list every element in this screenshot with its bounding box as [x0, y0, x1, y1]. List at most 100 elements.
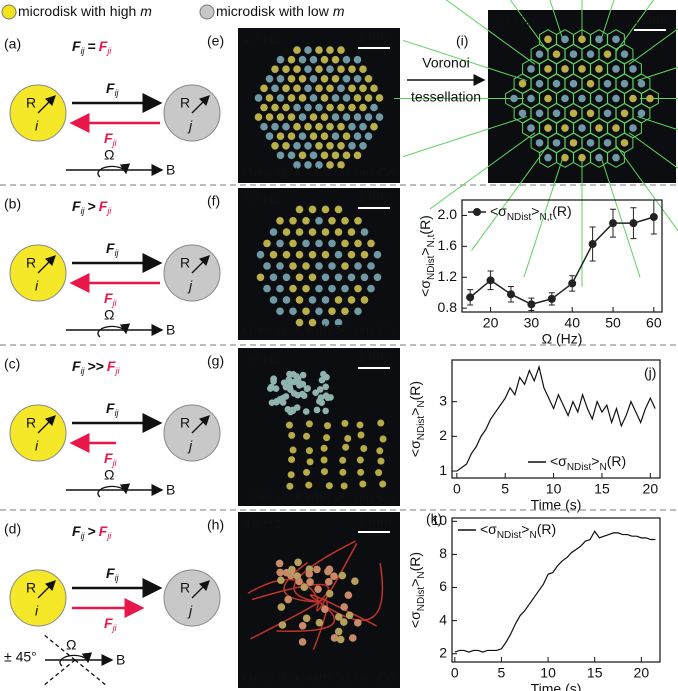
- microdisk-dot: [289, 285, 297, 293]
- microdisk-dot: [299, 56, 307, 64]
- microdisk-dot: [367, 262, 375, 270]
- label-part: >: [591, 453, 599, 469]
- panel-label: (f): [207, 193, 220, 209]
- microdisk-dot: [348, 251, 356, 259]
- microdisk-dot: [277, 576, 285, 584]
- microdisk-dot: [359, 104, 367, 112]
- label-part: NDist: [497, 530, 522, 541]
- microdisk-dot: [260, 104, 268, 112]
- force-label: Fij: [106, 565, 120, 584]
- microdisk-dot: [282, 142, 290, 150]
- label-part: NDist: [416, 416, 427, 441]
- force-label: Fji: [104, 450, 118, 469]
- microdisk-dot: [527, 65, 535, 73]
- microdisk-dot: [553, 139, 561, 147]
- microdisk-dot: [263, 262, 271, 270]
- microdisk-dot: [289, 240, 297, 248]
- microdisk-dot: [302, 240, 310, 248]
- microdisk-dot: [335, 613, 343, 621]
- microdisk-dot: [578, 95, 586, 103]
- microdisk-dot: [612, 124, 620, 132]
- microdisk-dot: [595, 124, 603, 132]
- microdisk-dot: [277, 152, 285, 160]
- microdisk-dot: [322, 408, 329, 415]
- microdisk-dot: [296, 274, 304, 282]
- microdisk-dot: [332, 132, 340, 140]
- scale-label: 1 mm: [633, 11, 668, 27]
- scale-label: 1 mm: [357, 513, 392, 529]
- microdisk-dot: [304, 65, 312, 73]
- label-part: N: [416, 400, 427, 407]
- microdisk-dot: [367, 285, 375, 293]
- force-label: Fji: [104, 130, 118, 149]
- force-subscript: ji: [114, 366, 120, 376]
- microdisk-dot: [309, 251, 317, 259]
- microdisk-dot: [288, 471, 295, 478]
- angle-label: ± 45°: [4, 649, 37, 665]
- x-tick-label: 5: [501, 481, 509, 497]
- microdisk-dot: [315, 240, 323, 248]
- microdisk-dot: [282, 85, 290, 93]
- microdisk-dot: [595, 36, 603, 44]
- microdisk-dot: [260, 123, 268, 131]
- legend-label: <σNDist>N(R): [550, 453, 626, 473]
- microdisk-dot: [544, 65, 552, 73]
- microdisk-dot: [354, 152, 362, 160]
- microdisk-dot: [304, 46, 312, 54]
- microdisk-dot: [321, 75, 329, 83]
- y-tick-label: 3: [439, 392, 447, 408]
- microdisk-dot: [322, 296, 330, 304]
- microdisk-dot: [303, 408, 310, 415]
- label-part: (R): [552, 203, 571, 219]
- microdisk-dot: [288, 152, 296, 160]
- microdisk-dot: [315, 217, 323, 225]
- arrow-label: Voronoi: [422, 55, 469, 71]
- microdisk-dot: [354, 285, 362, 293]
- frequency-label: 20 Hz: [494, 13, 531, 29]
- rotation: [98, 486, 126, 497]
- microdisk-dot: [360, 445, 367, 452]
- microdisk-dot: [359, 85, 367, 93]
- microdisk-dot: [276, 240, 284, 248]
- microdisk-dot: [330, 572, 338, 580]
- microdisk-dot: [348, 123, 356, 131]
- microdisk-dot: [326, 123, 334, 131]
- microdisk-dot: [324, 568, 332, 576]
- microdisk-dot: [306, 578, 314, 586]
- microdisk-dot: [354, 75, 362, 83]
- microdisk-dot: [315, 123, 323, 131]
- microdisk-dot: [293, 85, 301, 93]
- microdisk-dot: [309, 206, 317, 214]
- microdisk-dot: [519, 109, 527, 117]
- figure: microdisk with highmmicrodisk with lowm(…: [0, 0, 678, 691]
- microdisk-dot: [314, 585, 322, 593]
- microdisk-dot: [310, 152, 318, 160]
- data-point: [629, 219, 637, 227]
- label-part: (R): [407, 552, 423, 571]
- microdisk-dot: [310, 113, 318, 121]
- x-tick-label: 20: [634, 665, 650, 681]
- microdisk-dot: [561, 36, 569, 44]
- force-label: Fij: [106, 400, 120, 419]
- microdisk-dot: [299, 94, 307, 102]
- microdisk-dot: [322, 383, 329, 390]
- microdisk-dot: [326, 104, 334, 112]
- microdisk-dot: [296, 251, 304, 259]
- x-axis-label: Time (s): [531, 497, 582, 513]
- microdisk-dot: [295, 376, 302, 383]
- label-part: NDist: [567, 462, 592, 473]
- legend-var: m: [140, 3, 152, 19]
- microdisk-dot: [289, 217, 297, 225]
- microdisk-dot: [376, 447, 383, 454]
- microdisk-dot: [303, 469, 310, 476]
- label-part: >: [407, 408, 423, 416]
- rotation: [98, 166, 126, 177]
- force-subscript: ji: [106, 531, 112, 541]
- x-axis-label: Ω (Hz): [542, 331, 583, 347]
- microdisk-dot: [349, 634, 357, 642]
- microdisk-dot: [612, 65, 620, 73]
- microdisk-dot: [257, 274, 265, 282]
- microdisk-dot: [277, 94, 285, 102]
- microdisk-dot: [279, 621, 287, 629]
- x-tick-label: 40: [564, 315, 580, 331]
